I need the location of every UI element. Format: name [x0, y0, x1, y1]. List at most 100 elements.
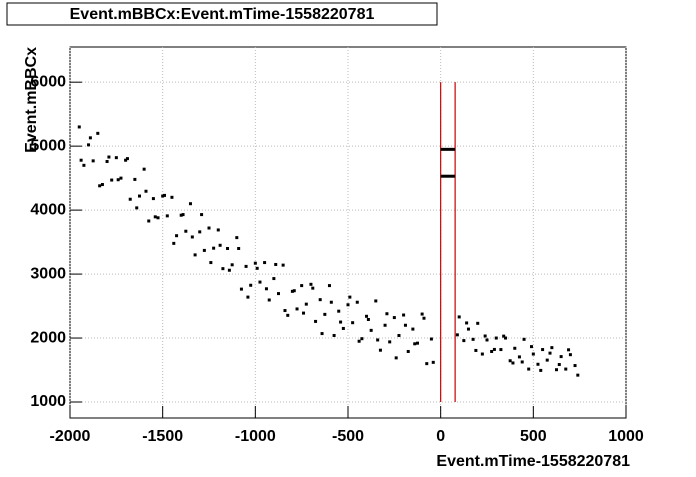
point [327, 284, 331, 288]
point [483, 334, 487, 338]
point [462, 339, 466, 343]
point [91, 159, 95, 163]
point [119, 176, 123, 180]
y-axis-label: Event.mBBCx [23, 47, 40, 153]
point [170, 195, 174, 199]
y-tick-label: 5000 [30, 137, 66, 154]
point [499, 348, 503, 352]
point [517, 355, 521, 359]
point [465, 321, 469, 325]
point [290, 289, 294, 293]
point [249, 283, 253, 287]
point [300, 284, 304, 288]
point [385, 312, 389, 316]
point [357, 339, 361, 343]
point [264, 287, 268, 291]
point [492, 347, 496, 351]
y-tick-label: 4000 [30, 201, 66, 218]
point [212, 246, 216, 250]
point [281, 263, 285, 267]
point [181, 213, 185, 217]
point [406, 349, 410, 353]
point [536, 362, 540, 366]
point [202, 248, 206, 252]
point [502, 334, 506, 338]
point [135, 206, 139, 210]
x-tick-label: -2000 [50, 428, 91, 445]
point [98, 184, 102, 188]
point [209, 261, 213, 265]
point [114, 156, 118, 160]
point [239, 287, 243, 291]
point [531, 352, 535, 356]
point [179, 213, 183, 217]
point [153, 215, 157, 219]
point [227, 268, 231, 272]
point [545, 358, 549, 362]
point [431, 360, 435, 364]
point [165, 214, 169, 218]
point [394, 356, 398, 360]
point [218, 243, 222, 247]
point [304, 302, 308, 306]
point [429, 337, 433, 341]
point [309, 282, 313, 286]
point [200, 213, 204, 217]
point [550, 346, 554, 350]
point [142, 167, 146, 171]
x-tick-label: 500 [520, 428, 547, 445]
point [255, 266, 259, 270]
point [314, 319, 318, 323]
point [235, 236, 239, 240]
point [329, 300, 333, 304]
point [161, 194, 165, 198]
x-tick-label: -500 [332, 428, 364, 445]
point [474, 348, 478, 352]
x-tick-label: 0 [436, 428, 445, 445]
x-axis-label: Event.mTime-1558220781 [436, 453, 630, 470]
point [397, 333, 401, 337]
point [403, 323, 407, 327]
point [258, 280, 262, 284]
point [110, 178, 114, 182]
point [471, 337, 475, 341]
point [128, 197, 132, 201]
point [557, 363, 561, 367]
point [172, 241, 176, 245]
point [323, 312, 327, 316]
point [311, 286, 315, 290]
point [402, 313, 406, 317]
point [527, 367, 531, 371]
point [494, 336, 498, 340]
point [568, 353, 572, 357]
point [244, 264, 248, 268]
y-tick-label: 3000 [30, 265, 66, 282]
point [105, 159, 109, 163]
point [341, 326, 345, 330]
point [576, 373, 580, 377]
point [339, 320, 343, 324]
point [272, 277, 276, 281]
point [175, 234, 179, 238]
point [573, 364, 577, 368]
point [480, 352, 484, 356]
point [369, 328, 373, 332]
point [96, 131, 100, 135]
point [207, 226, 211, 230]
point [274, 262, 278, 266]
point [567, 348, 571, 352]
point [392, 316, 396, 320]
point [198, 230, 202, 234]
point [237, 246, 241, 250]
point [116, 178, 120, 182]
point [151, 197, 155, 201]
x-tick-label: -1000 [235, 428, 276, 445]
y-tick-label: 2000 [30, 329, 66, 346]
point [520, 360, 524, 364]
x-tick-label: -1500 [142, 428, 183, 445]
point [267, 298, 271, 302]
point [190, 235, 194, 239]
point [355, 300, 359, 304]
point [346, 303, 350, 307]
